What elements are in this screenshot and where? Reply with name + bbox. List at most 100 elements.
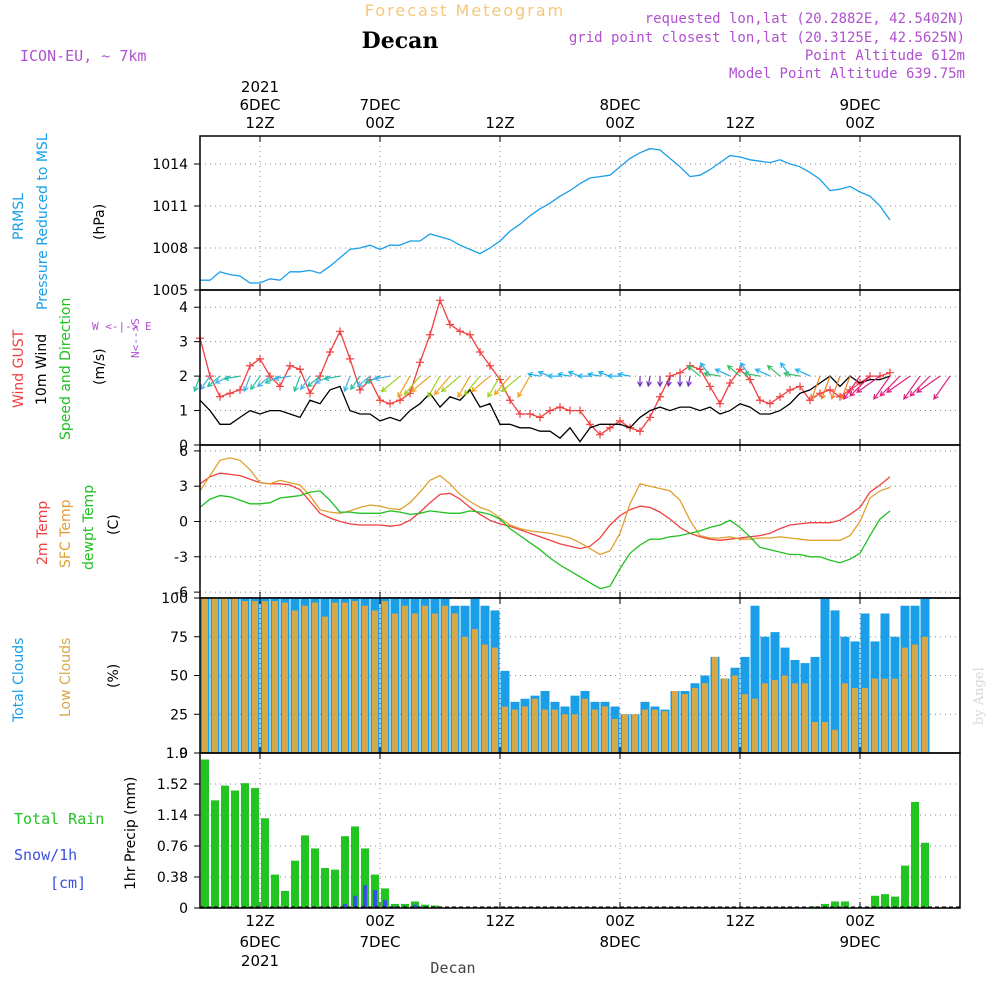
wind-direction-arrow [794,368,811,377]
cloud-bar-low [852,687,858,753]
gust-point [546,406,554,415]
wind-direction-arrow [916,375,941,393]
y-tick-label: 50 [170,669,188,685]
cloud-bar-low [802,683,808,753]
rain-bar [281,890,289,908]
cloud-bar-low [222,598,228,753]
cloud-bar-total [810,656,820,753]
gust-point [636,427,644,436]
wind-direction-arrow [250,375,261,391]
cloud-bar-low [512,709,518,753]
cloud-bar-low [382,601,388,753]
cloud-bar-low [492,647,498,753]
panel-frame [199,752,961,909]
gust-point [796,382,804,391]
chart-title: Forecast Meteogram [365,1,565,20]
wind-direction-arrow [646,375,652,388]
requested-coords: requested lon,lat (20.2882E, 42.5402N) [645,11,965,27]
gust-point [296,365,304,374]
rain-bar [341,836,349,908]
cloud-bar-low [902,647,908,753]
series-line-2m-temp [199,472,891,550]
bottom-time-label: 00Z [365,912,394,930]
wind-direction-arrow [886,375,911,393]
panel-frame [199,289,961,446]
cloud-bar-low [552,709,558,753]
cloud-bar-low [792,683,798,753]
cloud-bar-low [732,675,738,753]
cloud-bar-low [832,729,838,753]
wind-direction-arrow [193,375,201,393]
rain-bar [401,903,409,908]
point-altitude: Point Altitude 612m [805,48,965,64]
pressure-unit: (hPa) [92,204,108,240]
wind-direction-arrow [433,375,451,396]
y-tick-label: 1011 [152,199,188,215]
cloud-bar-low [632,714,638,753]
cloud-bar-low [602,706,608,753]
wind-direction-arrow [556,371,571,378]
cloud-bar-low [592,709,598,753]
y-tick-label: -6 [174,585,188,601]
gust-point [216,392,224,401]
cloud-bar-low [752,698,758,753]
gust-point [226,389,234,398]
wind-direction-arrow [810,375,821,400]
model-altitude: Model Point Altitude 639.75m [729,66,965,82]
wind-direction-arrow [903,375,921,401]
top-time-label: 9DEC [839,96,880,114]
wind-direction-arrow [500,375,521,393]
wind-direction-arrow [586,371,601,378]
rain-bar [871,895,879,908]
gust-point [756,396,764,405]
bottom-time-label: 7DEC [359,933,400,951]
gust-point [586,420,594,429]
cloud-bar-low [242,601,248,753]
gust-point [236,385,244,394]
cloud-bar-low [622,714,628,753]
series-line-wind-gust [199,298,891,436]
y-tick-label: 6 [179,444,188,460]
wind-direction-arrow [714,368,731,377]
rain-bar [811,906,819,908]
bottom-time-label: 9DEC [839,933,880,951]
gust-point [806,396,814,405]
snow-bar [393,906,397,908]
cloud-bar-total [860,613,870,753]
y-tick-label: 1005 [152,283,188,299]
wind-direction-arrow [457,375,471,398]
watermark: by Angel [972,667,987,725]
bottom-time-label: 12Z [725,912,754,930]
wind-direction-arrow [200,375,211,391]
wind-direction-arrow [243,375,251,393]
panel-frame [199,135,961,291]
wind-direction-arrow [616,371,631,378]
cloud-bar-low [212,598,218,753]
snow-bar [363,885,367,908]
gust-point [726,379,734,387]
wind-direction-arrow [487,375,501,398]
cloud-bar-low [662,711,668,753]
wind-direction-arrow [293,375,301,393]
rain-bar [271,874,279,908]
gust-point [676,368,684,377]
rain-bar [201,759,209,908]
rain-bar [381,888,389,908]
cloud-bar-total [830,610,840,753]
rain-bar [391,903,399,908]
y-tick-label: 0.76 [157,839,188,855]
wind-direction-arrow [933,375,951,401]
wind-direction-arrow [686,375,692,388]
y-tick-label: 75 [170,630,188,646]
gust-point [426,330,434,339]
rain-bar [251,788,259,908]
gust-point [656,392,664,401]
station-name: Decan [362,28,439,54]
gust-point [826,385,834,394]
gridpoint-coords: grid point closest lon,lat (20.3125E, 42… [569,30,965,46]
wind-direction-arrow [820,375,831,400]
cloud-bar-low [872,678,878,753]
wind-direction-arrow [879,375,901,397]
wind-direction-arrow [686,364,701,377]
cloud-bar-low [502,706,508,753]
